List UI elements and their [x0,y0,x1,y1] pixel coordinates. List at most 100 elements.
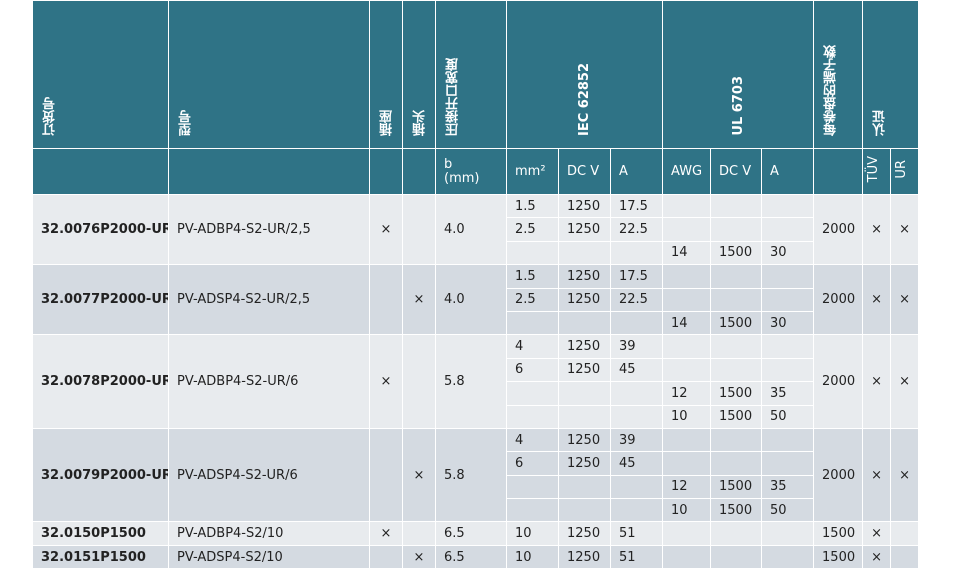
cell: × [369,334,403,429]
cell: 45 [609,451,664,476]
cell: 32.0151P1500 [32,544,169,569]
cell: 1.5 [506,193,559,219]
header-label: TÜV [866,156,882,183]
header-label: UL 6703 [730,76,746,136]
cell: × [402,427,436,523]
cell [662,217,712,242]
cell: 1250 [558,264,611,289]
table-row: 32.0151P1500 PV-ADSP4-S2/10 × 6.5 10 1250 51 15… [32,544,920,569]
cell: PV-ADBP4-S2-UR/2,5 [168,193,370,266]
cell: 6.5 [435,521,507,546]
header-label: IEC 62852 [577,62,592,136]
header-label: 插头 [413,110,428,136]
cell [402,521,436,546]
cell: 1500 [813,544,864,569]
header-label: 型号 [179,110,194,136]
cell: PV-ADBP4-S2/10 [168,521,370,546]
cell [710,193,763,219]
header-cell: 订货号 [32,0,169,149]
header-cell: b (mm) [435,148,507,195]
cell: 2.5 [506,217,559,242]
table-row: 14 1500 30 [33,240,919,266]
cell: 1250 [558,193,611,219]
header-cell [168,148,370,195]
cell: 4 [506,427,559,453]
header-cell: 型号 [168,0,370,149]
cell: 50 [761,498,815,523]
table-row: 14 1500 30 [33,310,919,336]
header-cell: DC V [558,148,611,195]
cell [662,544,712,569]
cell: × [862,544,892,569]
cell [609,310,664,336]
cell: 1500 [710,404,763,429]
cell: 5.8 [435,427,507,523]
cell [402,334,436,429]
cell: 1250 [558,544,611,569]
cell: × [890,334,920,429]
cell [761,451,815,476]
cell [761,217,815,242]
header-row: 订货号 型号 插座 插头 压接开口宽度 IEC 62852 UL 6703 每卷… [32,0,920,149]
cell [609,381,664,406]
cell [506,498,559,523]
cell [558,474,611,500]
cell: 32.0077P2000-UR [32,264,169,336]
cell: 10 [506,521,559,546]
table-row: 32.0078P2000-UR PV-ADBP4-S2-UR/6 × 5.8 4 1250… [32,334,920,429]
cell [506,310,559,336]
cell: 32.0078P2000-UR [32,334,169,429]
cell [558,404,611,429]
cell: × [369,521,403,546]
header-cell: 认证 [862,0,920,149]
cell: 2000 [813,427,864,523]
header-cell: 压接开口宽度 [435,0,507,149]
cell: PV-ADBP4-S2-UR/6 [168,334,370,429]
cell: 30 [761,310,815,336]
cell [662,264,712,289]
table-row: 32.0077P2000-UR PV-ADSP4-S2-UR/2,5 × 4.0 1.5… [32,264,920,336]
cell [662,287,712,312]
cell: 1500 [710,474,763,500]
cell: 14 [662,310,712,336]
cell [710,264,763,289]
cell: 17.5 [609,193,664,219]
cell [710,521,763,546]
cell [761,427,815,453]
cell [662,521,712,546]
cell [761,544,815,569]
cell: 6.5 [435,544,507,569]
header-cell: A [761,148,815,195]
cell: 1500 [710,381,763,406]
cell: 1500 [710,240,763,266]
cell: × [862,521,892,546]
cell: 1500 [710,498,763,523]
cell: × [369,193,403,266]
cell: 35 [761,474,815,500]
cell: × [890,427,920,523]
cell: 1250 [558,217,611,242]
cell: 14 [662,240,712,266]
header-cell: 每卷盘的端子数 [813,0,864,149]
product-table: 订货号 型号 插座 插头 压接开口宽度 IEC 62852 UL 6703 每卷… [32,0,920,569]
cell [609,404,664,429]
cell: × [862,334,892,429]
header-cell [402,148,436,195]
header-cell: AWG [662,148,712,195]
cell [609,498,664,523]
cell: 1250 [558,334,611,359]
cell: 39 [609,334,664,359]
table-row: 12 1500 35 [33,381,919,406]
cell: 1250 [558,427,611,453]
cell: 2000 [813,193,864,266]
cell: 51 [609,521,664,546]
header-label: 压接开口宽度 [446,58,461,136]
cell: 17.5 [609,264,664,289]
cell: × [890,193,920,266]
cell: 6 [506,357,559,383]
cell [710,334,763,359]
table-row: 32.0076P2000-UR PV-ADBP4-S2-UR/2,5 × 4.0 1.5… [32,193,920,266]
cell [506,474,559,500]
cell [710,427,763,453]
